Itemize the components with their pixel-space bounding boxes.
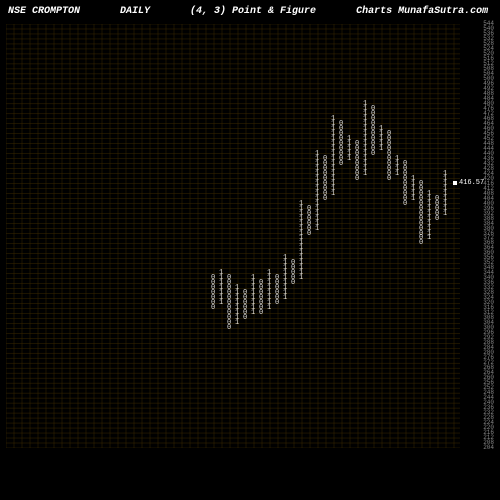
symbol-text: NSE CROMPTON — [8, 6, 80, 20]
pnf-column: 000000000 — [339, 24, 347, 448]
x-symbol: 1 — [299, 201, 303, 207]
x-symbol: 1 — [427, 191, 431, 197]
o-symbol: 0 — [419, 181, 423, 187]
pnf-column: 11111111 — [251, 24, 259, 448]
x-symbol: 1 — [443, 171, 447, 177]
pnf-column: 1111 — [395, 24, 403, 448]
x-symbol: 1 — [379, 126, 383, 132]
x-symbol: 1 — [411, 176, 415, 182]
pnf-column: 1111111111111111 — [299, 24, 307, 448]
o-symbol: 0 — [291, 260, 295, 266]
x-symbol: 1 — [267, 270, 271, 276]
pnf-column: 00000000000 — [227, 24, 235, 448]
params-text: (4, 3) Point & Figure — [190, 6, 316, 20]
pnf-column: 00000 — [435, 24, 443, 448]
x-symbol: 1 — [395, 156, 399, 162]
pnf-column: 0000000000000 — [419, 24, 427, 448]
pnf-column: 000000000 — [323, 24, 331, 448]
x-symbol: 1 — [331, 116, 335, 122]
x-symbol: 1 — [347, 136, 351, 142]
o-symbol: 0 — [403, 161, 407, 167]
x-symbol: 1 — [315, 151, 319, 157]
pnf-column: 000000 — [307, 24, 315, 448]
pnf-column: 00000 — [291, 24, 299, 448]
pnf-column: 1111111111111111 — [315, 24, 323, 448]
o-symbol: 0 — [243, 290, 247, 296]
pnf-column: 111111111 — [283, 24, 291, 448]
x-symbol: 1 — [219, 270, 223, 276]
x-symbol: 1 — [283, 255, 287, 261]
y-tick-label: 204 — [483, 445, 494, 451]
pnf-column: 0000000000 — [371, 24, 379, 448]
o-symbol: 0 — [355, 141, 359, 147]
o-symbol: 0 — [259, 280, 263, 286]
o-symbol: 0 — [275, 275, 279, 281]
pnf-column: 11111 — [347, 24, 355, 448]
o-symbol: 0 — [371, 106, 375, 112]
chart-header: NSE CROMPTON DAILY (4, 3) Point & Figure… — [8, 6, 492, 20]
pnf-column: 11111 — [411, 24, 419, 448]
price-marker-icon — [453, 181, 457, 185]
pnf-column: 111111111 — [443, 24, 451, 448]
y-axis: 5445405365325285245205165125085045004964… — [464, 24, 494, 448]
pnf-column: 000000000 — [403, 24, 411, 448]
o-symbol: 0 — [307, 206, 311, 212]
pnf-column: 000000 — [275, 24, 283, 448]
pnf-column: 1111111111 — [427, 24, 435, 448]
pnf-column: 1111111111111111 — [331, 24, 339, 448]
pnf-column: 1111111 — [219, 24, 227, 448]
o-symbol: 0 — [323, 156, 327, 162]
period-text: DAILY — [120, 6, 150, 20]
pnf-column: 11111 — [379, 24, 387, 448]
x-symbol: 1 — [235, 285, 239, 291]
pnf-column: 111111111111111 — [363, 24, 371, 448]
pnf-column: 0000000 — [211, 24, 219, 448]
pnf-column: 11111111 — [235, 24, 243, 448]
o-symbol: 0 — [387, 131, 391, 137]
o-symbol: 0 — [227, 275, 231, 281]
o-symbol: 0 — [211, 275, 215, 281]
source-text: Charts MunafaSutra.com — [356, 6, 488, 20]
pnf-column: 000000 — [243, 24, 251, 448]
pnf-column: 00000000 — [355, 24, 363, 448]
pnf-column: 0000000000 — [387, 24, 395, 448]
x-symbol: 1 — [363, 101, 367, 107]
x-symbol: 1 — [251, 275, 255, 281]
pnf-column: 11111111 — [267, 24, 275, 448]
chart-area: 0000000111111100000000000111111110000001… — [6, 24, 460, 448]
o-symbol: 0 — [339, 121, 343, 127]
o-symbol: 0 — [435, 196, 439, 202]
pnf-column: 0000000 — [259, 24, 267, 448]
